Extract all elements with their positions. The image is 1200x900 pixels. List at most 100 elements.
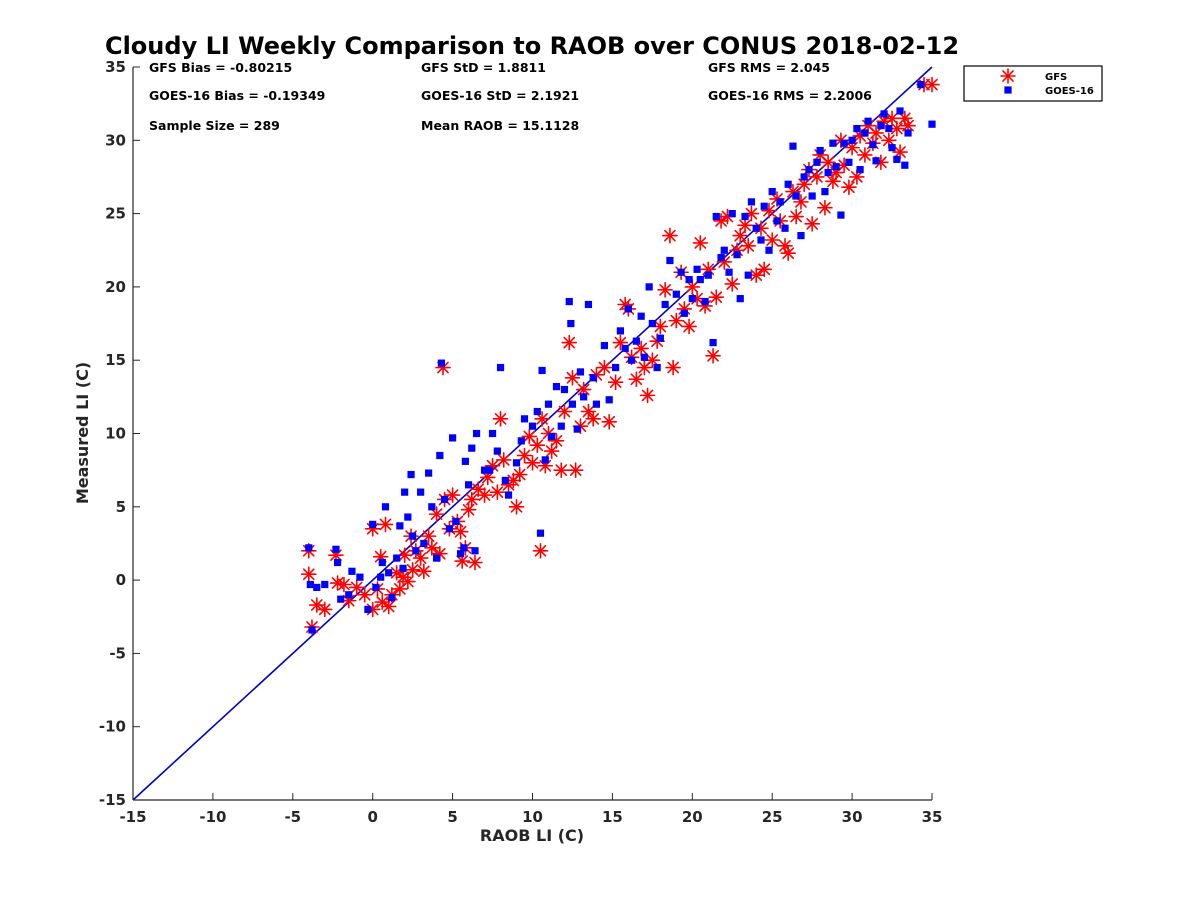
- goes16-point: [861, 129, 869, 137]
- gfs-point: [424, 540, 440, 556]
- gfs-point: [300, 566, 317, 583]
- gfs-point: [585, 411, 602, 427]
- goes16-point: [653, 363, 661, 372]
- goes16-point: [493, 447, 501, 455]
- y-tick-label: 35: [105, 58, 126, 76]
- stats-annotations: GFS Bias = -0.80215 GFS StD = 1.8811 GFS…: [149, 60, 872, 133]
- goes16-point: [348, 567, 356, 575]
- goes16-point: [648, 319, 656, 328]
- gfs-point: [534, 411, 550, 427]
- goes16-point: [877, 122, 885, 130]
- x-tick-label: 35: [922, 808, 943, 826]
- goes16-point: [480, 466, 489, 474]
- y-tick-label: 10: [105, 425, 126, 443]
- legend-label: GFS: [1045, 72, 1067, 83]
- x-tick-label: -10: [199, 808, 226, 826]
- goes16-point: [449, 434, 457, 442]
- goes16-point: [741, 212, 749, 221]
- gfs-point: [804, 216, 820, 232]
- goes16-point: [781, 224, 789, 232]
- goes16-point: [412, 547, 420, 555]
- goes16-point: [433, 554, 441, 562]
- gfs-point: [681, 318, 697, 335]
- goes16-point: [381, 503, 390, 511]
- gfs-point: [737, 217, 753, 234]
- gfs-point: [692, 235, 709, 251]
- goes16-point: [512, 459, 521, 467]
- annotation-gfs-bias: GFS Bias = -0.80215: [149, 60, 292, 75]
- goes16-point: [864, 117, 872, 125]
- gfs-point: [463, 491, 480, 508]
- legend-box: [963, 65, 1103, 102]
- gfs-point: [495, 452, 512, 468]
- goes16-point: [452, 517, 460, 526]
- gfs-point: [628, 371, 645, 388]
- goes16-point: [332, 545, 340, 553]
- gfs-point: [764, 232, 781, 248]
- goes16-point: [829, 139, 837, 147]
- goes16-point: [456, 550, 465, 558]
- series-layer: [300, 76, 940, 635]
- gfs-point: [662, 227, 678, 244]
- goes16-point: [896, 107, 904, 115]
- goes16-point: [393, 554, 401, 562]
- goes16-point: [693, 265, 701, 273]
- goes16-point: [656, 334, 664, 342]
- goes16-point: [548, 432, 556, 441]
- gfs-point: [780, 245, 796, 261]
- gfs-point: [633, 340, 649, 357]
- gfs-point: [809, 169, 825, 185]
- goes16-point: [611, 363, 620, 372]
- goes16-point: [696, 275, 704, 284]
- y-tick-label: 30: [105, 131, 126, 149]
- chart-title: Cloudy LI Weekly Comparison to RAOB over…: [105, 32, 959, 60]
- goes16-point: [792, 192, 800, 200]
- goes16-point: [580, 393, 588, 401]
- annotation-sample-size: Sample Size = 289: [149, 118, 280, 133]
- goes16-point: [632, 337, 640, 345]
- goes16-point: [308, 626, 316, 634]
- gfs-point: [564, 369, 581, 386]
- goes16-point: [321, 580, 329, 589]
- y-axis-label: Measured LI (C): [73, 362, 92, 504]
- annotation-gfs-rms: GFS RMS = 2.045: [708, 60, 830, 75]
- gfs-point: [561, 334, 578, 351]
- goes16-point: [869, 141, 877, 149]
- goes16-point: [680, 309, 688, 317]
- goes16-point: [917, 80, 925, 89]
- goes16-point: [337, 595, 345, 603]
- goes16-point: [853, 124, 861, 133]
- goes16-point: [557, 422, 565, 430]
- goes16-point: [928, 120, 936, 128]
- gfs-point: [788, 208, 804, 225]
- gfs-point: [857, 147, 873, 163]
- y-tick-label: -5: [109, 644, 126, 662]
- goes16-point: [709, 339, 717, 347]
- x-tick-label: 15: [602, 808, 623, 826]
- goes16-point: [584, 300, 593, 309]
- goes16-point: [356, 573, 364, 581]
- goes16-point: [409, 532, 417, 540]
- gfs-point: [452, 523, 469, 540]
- annotation-goes16-bias: GOES-16 Bias = -0.19349: [149, 88, 325, 103]
- goes16-point: [837, 211, 845, 219]
- goes16-point: [592, 400, 601, 408]
- gfs-point: [639, 387, 656, 404]
- gfs-point: [668, 312, 685, 329]
- gfs-point: [575, 381, 592, 398]
- gfs-point: [841, 179, 857, 196]
- goes16-point: [313, 583, 321, 592]
- gfs-point: [400, 573, 416, 590]
- goes16-point: [789, 142, 797, 150]
- goes16-point: [345, 591, 353, 599]
- x-tick-label: -15: [119, 808, 146, 826]
- x-axis-label: RAOB LI (C): [480, 826, 584, 845]
- goes16-point: [824, 168, 832, 177]
- goes16-point: [720, 246, 728, 254]
- goes16-point: [688, 295, 696, 303]
- gfs-point: [705, 348, 721, 364]
- legend-goes16-marker: [1004, 86, 1012, 94]
- goes16-point: [388, 594, 396, 602]
- gfs-point: [796, 176, 812, 193]
